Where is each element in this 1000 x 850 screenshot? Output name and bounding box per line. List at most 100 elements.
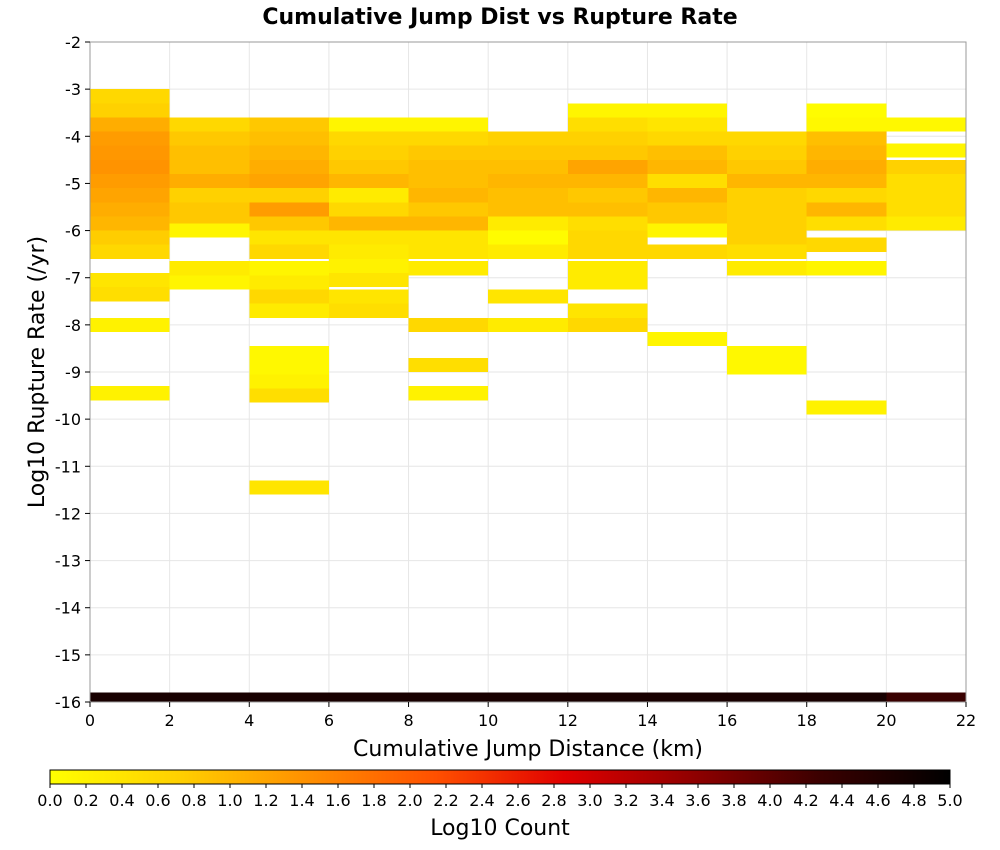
heatmap-cell: [886, 202, 966, 217]
heatmap-cell: [169, 261, 250, 276]
y-tick-label: -15: [55, 646, 81, 665]
heatmap-cell: [90, 188, 170, 203]
heatmap-cell: [90, 692, 170, 702]
heatmap-cell: [169, 275, 250, 290]
y-tick-label: -14: [55, 599, 81, 618]
heatmap-cell: [408, 202, 489, 217]
heatmap-cell: [408, 692, 489, 702]
y-tick-label: -2: [65, 33, 81, 52]
heatmap-cell: [488, 692, 568, 702]
x-tick-label: 12: [558, 711, 578, 730]
heatmap-cell: [567, 275, 648, 290]
colorbar-tick-label: 4.4: [829, 791, 854, 810]
heatmap-cell: [90, 230, 170, 245]
colorbar-label: Log10 Count: [430, 816, 570, 841]
x-tick-label: 16: [717, 711, 737, 730]
heatmap-cell: [647, 131, 728, 146]
heatmap-cell: [727, 692, 807, 702]
heatmap-cell: [328, 216, 409, 231]
heatmap-cell: [567, 188, 648, 203]
heatmap-cell: [488, 174, 568, 189]
heatmap-cell: [249, 346, 329, 361]
colorbar-tick-label: 0.8: [181, 791, 206, 810]
y-tick-label: -12: [55, 504, 81, 523]
heatmap-cell: [408, 117, 489, 132]
colorbar-tick-label: 3.6: [685, 791, 710, 810]
heatmap-cell: [647, 188, 728, 203]
heatmap-cell: [249, 388, 329, 403]
y-tick-label: -7: [65, 269, 81, 288]
heatmap-cell: [567, 244, 648, 259]
y-axis-label: Log10 Rupture Rate (/yr): [25, 236, 50, 508]
heatmap-cell: [90, 317, 170, 332]
heatmap-cell: [408, 244, 489, 259]
colorbar-tick-label: 1.8: [361, 791, 386, 810]
heatmap-cell: [249, 289, 329, 304]
heatmap-cell: [727, 174, 807, 189]
heatmap-cell: [169, 131, 250, 146]
y-tick-label: -8: [65, 316, 81, 335]
heatmap-cell: [727, 346, 807, 361]
heatmap-cell: [408, 216, 489, 231]
heatmap-cell: [249, 275, 329, 290]
colorbar-tick-label: 0.4: [109, 791, 134, 810]
heatmap-cell: [727, 131, 807, 146]
heatmap-cell: [408, 357, 489, 372]
heatmap-cell: [886, 692, 966, 702]
heatmap-cell: [488, 244, 568, 259]
x-tick-label: 14: [637, 711, 657, 730]
heatmap-cell: [567, 230, 648, 245]
heatmap-cell: [647, 692, 728, 702]
y-tick-label: -11: [55, 457, 81, 476]
heatmap-cell: [567, 131, 648, 146]
colorbar-tick-label: 3.2: [613, 791, 638, 810]
heatmap-cells: [90, 89, 966, 702]
heatmap-cell: [488, 159, 568, 174]
x-tick-label: 10: [478, 711, 498, 730]
heatmap-cell: [488, 145, 568, 160]
heatmap-cell: [408, 145, 489, 160]
heatmap-cell: [328, 303, 409, 318]
heatmap-cell: [90, 386, 170, 401]
heatmap-cell: [488, 202, 568, 217]
colorbar-tick-label: 4.8: [901, 791, 926, 810]
heatmap-cell: [806, 261, 887, 276]
heatmap-cell: [488, 317, 568, 332]
heatmap-cell: [169, 188, 250, 203]
heatmap-cell: [647, 159, 728, 174]
heatmap-cell: [806, 131, 887, 146]
heatmap-cell: [249, 117, 329, 132]
heatmap-cell: [806, 103, 887, 118]
heatmap-cell: [567, 303, 648, 318]
heatmap-cell: [169, 223, 250, 238]
heatmap-cell: [886, 117, 966, 132]
colorbar: [49, 769, 951, 785]
colorbar-tick-label: 1.6: [325, 791, 350, 810]
heatmap-cell: [249, 692, 329, 702]
heatmap-cell: [727, 188, 807, 203]
heatmap-cell: [90, 89, 170, 104]
colorbar-tick-label: 4.2: [793, 791, 818, 810]
heatmap-cell: [328, 244, 409, 259]
heatmap-cell: [90, 131, 170, 146]
heatmap-cell: [169, 692, 250, 702]
heatmap-cell: [727, 159, 807, 174]
colorbar-tick-label: 0.2: [73, 791, 98, 810]
heatmap-cell: [90, 174, 170, 189]
x-tick-label: 18: [797, 711, 817, 730]
heatmap-cell: [249, 202, 329, 217]
x-axis-label: Cumulative Jump Distance (km): [353, 737, 703, 762]
heatmap-cell: [806, 159, 887, 174]
heatmap-cell: [249, 188, 329, 203]
heatmap-cell: [249, 145, 329, 160]
colorbar-tick-label: 2.2: [433, 791, 458, 810]
heatmap-cell: [806, 692, 887, 702]
heatmap-cell: [90, 244, 170, 259]
heatmap-cell: [328, 289, 409, 304]
heatmap-cell: [567, 145, 648, 160]
heatmap-cell: [806, 117, 887, 132]
colorbar-tick-label: 4.0: [757, 791, 782, 810]
heatmap-cell: [727, 261, 807, 276]
x-tick-label: 8: [403, 711, 413, 730]
